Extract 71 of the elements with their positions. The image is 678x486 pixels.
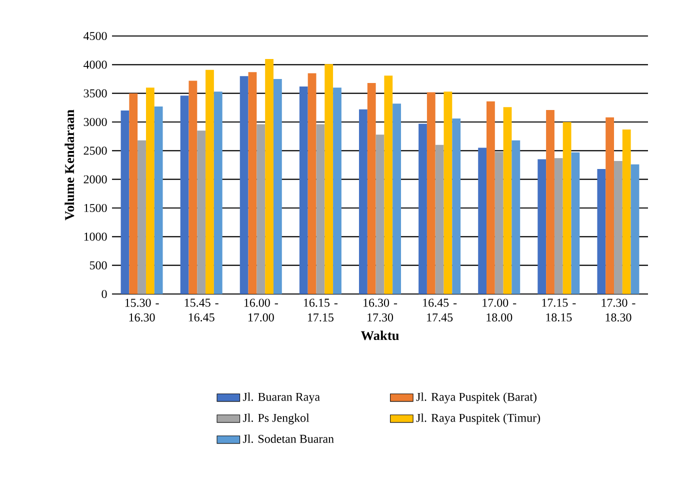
- x-tick-label: 16.30 - 17.30: [364, 298, 398, 322]
- bar: [154, 106, 163, 294]
- bar: [240, 76, 248, 294]
- y-tick-label: 3500: [84, 89, 107, 98]
- bar: [206, 70, 214, 294]
- bar: [316, 124, 325, 294]
- y-tick-label: 2000: [84, 175, 107, 184]
- legend-label: Jl. Raya Puspitek (Timur): [416, 413, 540, 424]
- bar: [597, 169, 606, 294]
- bar: [129, 93, 138, 294]
- x-tick-label: 15.30 - 16.30: [125, 298, 159, 322]
- bar: [138, 140, 146, 294]
- bar: [554, 158, 563, 294]
- bar: [444, 92, 452, 294]
- bar: [512, 140, 520, 294]
- x-tick-label: 15.45 - 16.45: [184, 298, 218, 322]
- bar: [538, 159, 546, 294]
- bar: [367, 83, 376, 294]
- y-tick-label: 1500: [84, 204, 107, 212]
- legend-label: Jl. Sodetan Buaran: [242, 434, 334, 443]
- bar: [418, 124, 427, 294]
- bar: [120, 110, 130, 294]
- bar: [376, 134, 384, 294]
- y-tick-label: 3000: [84, 118, 107, 126]
- y-axis-title: Volume Kendaraan: [64, 110, 74, 220]
- x-axis-title: Waktu: [360, 330, 399, 340]
- bar: [614, 160, 622, 294]
- x-tick-label: 17.00 - 18.00: [482, 298, 516, 322]
- x-tick-label: 16.00 - 17.00: [244, 298, 278, 322]
- bar: [503, 107, 512, 294]
- bar: [630, 164, 640, 294]
- bar: [180, 96, 189, 294]
- bar: [324, 64, 334, 294]
- bar: [146, 88, 154, 294]
- bar: [562, 122, 572, 294]
- bar: [478, 148, 487, 294]
- bar: [435, 144, 444, 294]
- x-tick-label: 17.15 - 18.15: [542, 298, 576, 322]
- bar: [188, 80, 198, 294]
- x-tick-label: 17.30 - 18.30: [602, 298, 636, 322]
- legend-label: Jl. Buaran Raya: [242, 392, 320, 404]
- bar: [273, 79, 282, 294]
- bar: [359, 109, 368, 294]
- y-tick-label: 1000: [84, 232, 107, 241]
- bar: [299, 86, 308, 294]
- bar: [571, 152, 580, 294]
- bar: [333, 88, 342, 294]
- y-tick-label: 4500: [84, 32, 107, 40]
- y-tick-label: 0: [102, 290, 107, 298]
- y-tick-label: 4000: [84, 60, 107, 69]
- legend-label: Jl. Ps Jengkol: [242, 413, 310, 424]
- bar: [486, 101, 495, 294]
- bar: [606, 117, 614, 294]
- bar: [392, 104, 401, 294]
- legend-label: Jl. Raya Puspitek (Barat): [416, 392, 536, 404]
- y-tick-label: 500: [90, 261, 107, 270]
- y-tick-label: 2500: [84, 146, 107, 155]
- bar: [248, 72, 257, 294]
- bar: [546, 110, 554, 294]
- bar: [197, 130, 206, 294]
- bar: [452, 118, 461, 294]
- bar: [265, 58, 274, 294]
- x-tick-label: 16.15 - 17.15: [304, 298, 338, 322]
- bar: [494, 152, 504, 294]
- bar: [384, 76, 393, 294]
- bar: [426, 92, 436, 294]
- bar: [256, 124, 266, 294]
- bar: [214, 92, 222, 294]
- x-tick-label: 16.45 - 17.45: [423, 298, 457, 322]
- bar: [622, 129, 631, 294]
- bar: [308, 73, 316, 294]
